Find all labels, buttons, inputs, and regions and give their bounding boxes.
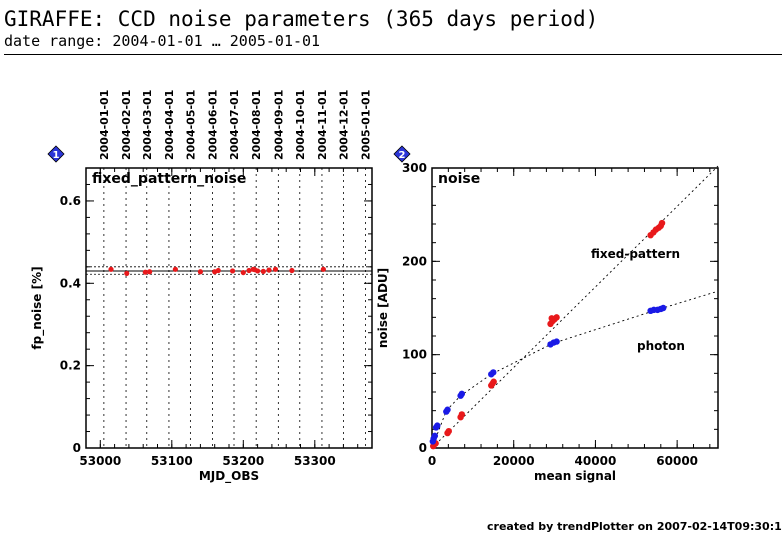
chart1-y-tick-label: 0.4	[60, 276, 81, 290]
chart1-top-date-label: 2005-01-01	[360, 90, 373, 160]
chart1-plot-frame	[85, 167, 373, 449]
chart1-x-tick-label: 53100	[151, 454, 193, 468]
chart2-annotation-fixed-pattern: fixed-pattern	[591, 247, 680, 261]
chart2-plot-frame	[431, 167, 719, 449]
chart2-data-point-fixed-pattern	[445, 428, 452, 435]
chart1-data-point	[215, 267, 221, 274]
chart1-x-axis-label: MJD_OBS	[199, 469, 259, 484]
chart1-y-tick-label: 0	[73, 441, 81, 455]
chart1-data-point	[147, 269, 153, 275]
chart1-y-axis-label: fp_noise [%]	[30, 266, 45, 349]
chart2-badge-diamond-icon	[393, 145, 411, 163]
chart1-top-date-label: 2004-05-01	[184, 90, 197, 160]
chart1-top-date-label: 2004-11-01	[316, 90, 329, 160]
chart1-y-tick-label: 0.2	[60, 359, 81, 373]
chart2-data-point-photon	[434, 422, 441, 429]
chart2-data-point-fixed-pattern	[553, 314, 560, 321]
chart1-top-date-label: 2004-08-01	[250, 90, 263, 160]
chart1-y-tick-label: 0.6	[60, 194, 81, 208]
chart1-data-point	[172, 266, 178, 272]
chart2-badge-number: 2	[399, 150, 406, 161]
chart1-x-tick-label: 53200	[222, 454, 264, 468]
chart1-badge-number: 1	[53, 150, 60, 161]
header-divider	[4, 54, 782, 55]
chart1-top-date-label: 2004-02-01	[120, 90, 133, 160]
chart1-data-point	[197, 269, 203, 275]
chart2-x-tick-label: 0	[428, 454, 436, 468]
footer-credit: created by trendPlotter on 2007-02-14T09…	[487, 520, 782, 533]
chart2-data-point-photon	[553, 338, 560, 345]
chart2-fit-line-photon	[431, 290, 719, 449]
chart1-x-tick-label: 53300	[294, 454, 336, 468]
chart2-y-tick-label: 0	[419, 441, 427, 455]
chart1-top-date-label: 2004-06-01	[207, 90, 220, 160]
chart2-y-tick-label: 100	[402, 348, 427, 362]
chart2-data-point-fixed-pattern	[548, 315, 555, 322]
page-title: GIRAFFE: CCD noise parameters (365 days …	[4, 7, 599, 31]
chart1-data-point	[320, 266, 326, 272]
chart2-data-point-photon	[444, 406, 451, 413]
chart2-data-point-fixed-pattern	[458, 411, 466, 418]
chart1-data-point	[108, 266, 114, 272]
chart1-data-point	[260, 268, 266, 274]
chart2-x-tick-label: 60000	[656, 454, 698, 468]
chart1-data-point	[124, 270, 130, 277]
chart1-top-date-label: 2004-12-01	[337, 90, 350, 160]
chart2-x-tick-label: 20000	[493, 454, 535, 468]
chart2-y-tick-label: 300	[402, 161, 427, 175]
chart2-data-point-fixed-pattern	[658, 219, 666, 227]
chart1-top-date-label: 2004-10-01	[294, 90, 307, 160]
chart2-plot-title: noise	[438, 171, 480, 187]
chart2-data-point-photon	[431, 432, 439, 440]
chart1-data-point	[142, 269, 148, 275]
chart1-badge-diamond-icon	[47, 145, 65, 163]
chart1-plot-title: fixed_pattern_noise	[92, 171, 246, 187]
chart2-data-point-photon	[458, 390, 466, 398]
chart1-top-date-label: 2004-09-01	[272, 90, 285, 160]
chart2-y-tick-label: 200	[402, 254, 427, 268]
chart2-data-point-photon	[660, 304, 667, 312]
chart2-y-axis-label: noise [ADU]	[376, 268, 390, 348]
chart2-data-point-fixed-pattern	[490, 378, 497, 385]
chart1-data-point	[255, 268, 261, 274]
chart1-data-point	[229, 268, 236, 274]
chart1-data-point	[266, 267, 272, 273]
chart2-x-tick-label: 40000	[575, 454, 617, 468]
chart1-data-point	[289, 267, 295, 274]
chart2-x-axis-label: mean signal	[534, 469, 616, 483]
chart1-x-tick-label: 53000	[79, 454, 121, 468]
chart2-data-point-photon	[490, 369, 497, 376]
chart1-top-date-label: 2004-01-01	[98, 90, 111, 160]
chart1-data-point	[246, 267, 252, 274]
chart2-annotation-photon: photon	[637, 339, 685, 353]
chart1-top-date-label: 2004-07-01	[228, 90, 241, 160]
date-range-subtitle: date range: 2004-01-01 … 2005-01-01	[4, 32, 321, 50]
chart1-data-point	[272, 266, 279, 272]
chart1-data-point	[240, 269, 246, 276]
chart1-top-date-label: 2004-04-01	[163, 90, 176, 160]
chart2-fit-line-fixed-pattern	[431, 165, 719, 449]
chart1-top-date-label: 2004-03-01	[141, 90, 154, 160]
